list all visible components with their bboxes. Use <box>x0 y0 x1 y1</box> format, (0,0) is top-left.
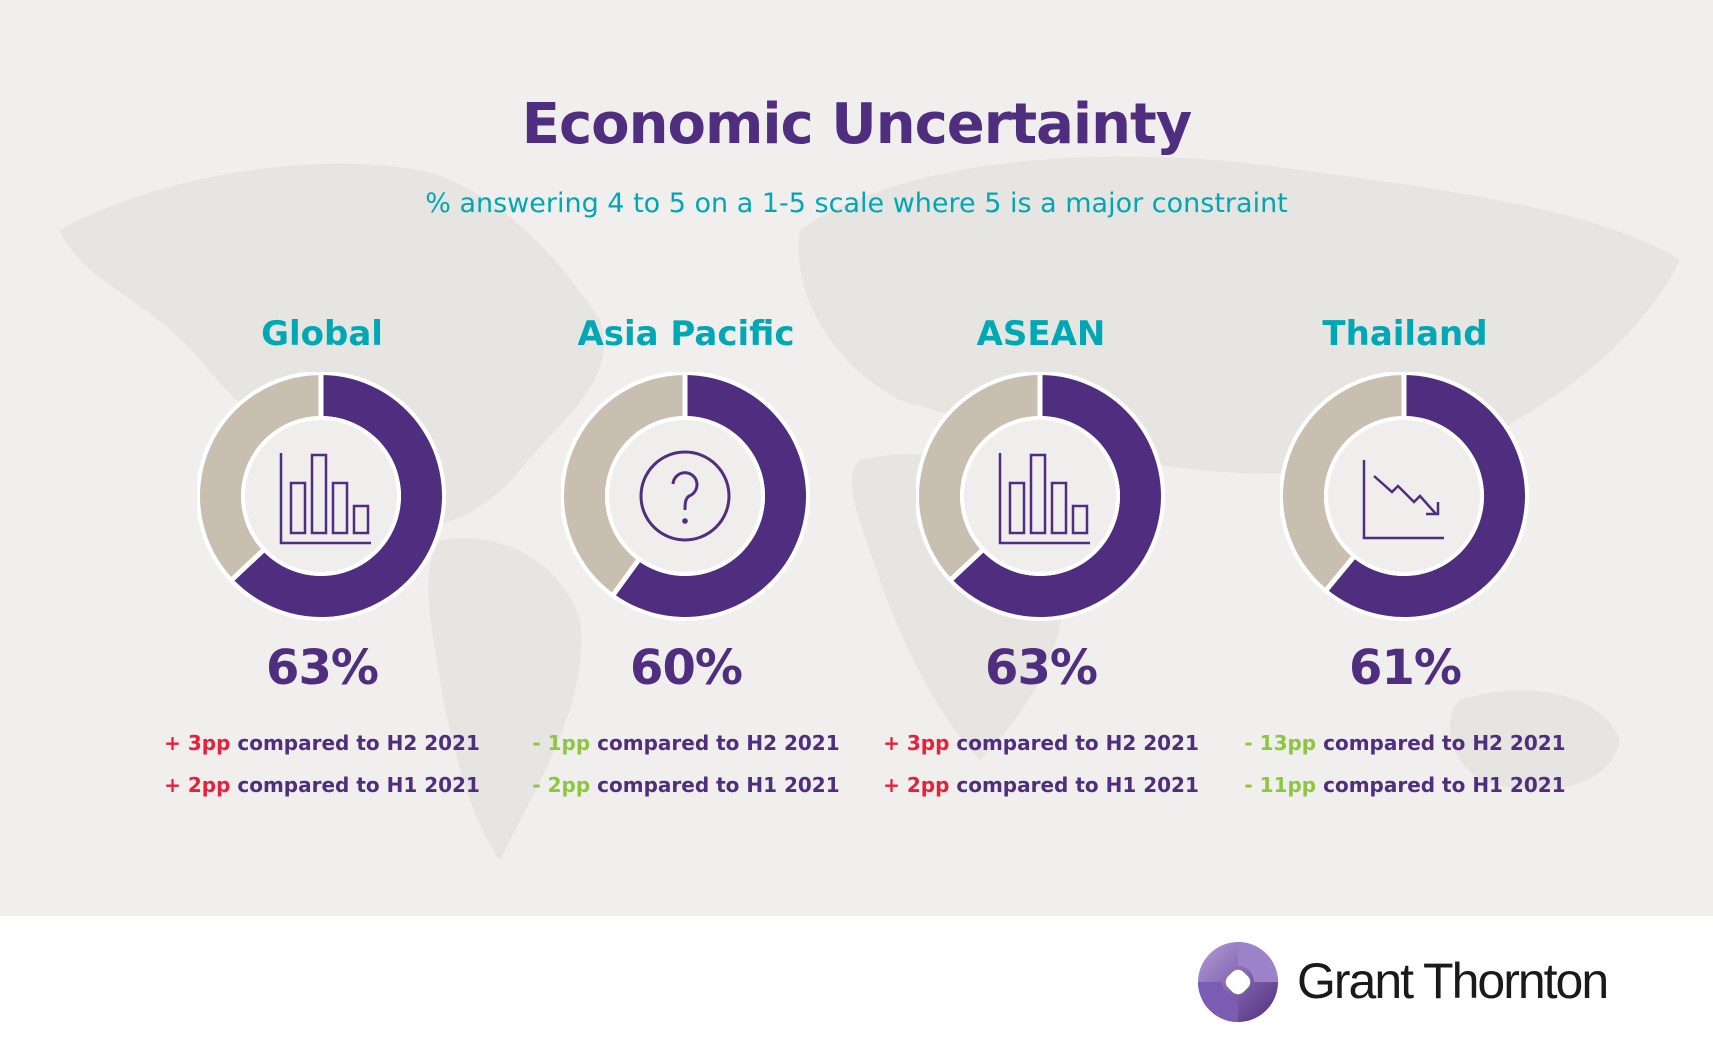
percent-label: 60% <box>630 640 743 696</box>
percent-label: 61% <box>1349 640 1462 696</box>
change-delta: + 3pp <box>883 731 950 755</box>
donut-chart <box>1280 372 1529 621</box>
donut-slice-value <box>951 375 1161 617</box>
region-name: Thailand <box>1322 314 1488 354</box>
region-name: Asia Pacific <box>577 314 795 354</box>
change-text: compared to H1 2021 <box>1323 773 1566 797</box>
question-icon <box>639 450 731 542</box>
donut-slice-remainder <box>1283 375 1404 590</box>
change-line: + 2pp compared to H1 2021 <box>841 773 1241 797</box>
region-name: Global <box>261 314 383 354</box>
change-delta: + 2pp <box>883 773 950 797</box>
change-text: compared to H2 2021 <box>956 731 1199 755</box>
change-line: - 11pp compared to H1 2021 <box>1205 773 1605 797</box>
change-line: - 2pp compared to H1 2021 <box>486 773 886 797</box>
donut-slice-remainder <box>200 375 321 579</box>
change-text: compared to H1 2021 <box>956 773 1199 797</box>
change-delta: + 2pp <box>164 773 231 797</box>
chart-subtitle: % answering 4 to 5 on a 1-5 scale where … <box>425 188 1288 219</box>
change-delta: - 11pp <box>1244 773 1317 797</box>
change-text: compared to H2 2021 <box>597 731 840 755</box>
change-delta: - 1pp <box>532 731 591 755</box>
change-line: + 3pp compared to H2 2021 <box>841 731 1241 755</box>
chart-title: Economic Uncertainty <box>521 92 1193 157</box>
brand-name: Grant Thornton <box>1297 953 1609 1009</box>
donut-slice-remainder <box>564 375 685 594</box>
change-text: compared to H2 2021 <box>1323 731 1566 755</box>
trend-down-icon <box>1362 460 1444 540</box>
change-line: - 1pp compared to H2 2021 <box>486 731 886 755</box>
percent-label: 63% <box>266 640 379 696</box>
change-delta: + 3pp <box>164 731 231 755</box>
change-delta: - 13pp <box>1244 731 1317 755</box>
change-line: + 3pp compared to H2 2021 <box>122 731 522 755</box>
change-line: + 2pp compared to H1 2021 <box>122 773 522 797</box>
percent-label: 63% <box>985 640 1098 696</box>
change-text: compared to H1 2021 <box>237 773 480 797</box>
change-delta: - 2pp <box>532 773 591 797</box>
footer <box>0 916 1713 1053</box>
change-line: - 13pp compared to H2 2021 <box>1205 731 1605 755</box>
donut-chart <box>197 372 446 621</box>
donut-slice-value <box>1326 375 1525 617</box>
change-text: compared to H2 2021 <box>237 731 480 755</box>
grant-thornton-logo-icon <box>1198 942 1278 1022</box>
region-name: ASEAN <box>976 314 1106 354</box>
change-text: compared to H1 2021 <box>597 773 840 797</box>
donut-chart <box>916 372 1165 621</box>
bar-chart-icon <box>998 453 1090 545</box>
donut-slice-value <box>232 375 442 617</box>
donut-slice-remainder <box>919 375 1040 579</box>
bar-chart-icon <box>279 453 371 545</box>
donut-chart <box>561 372 810 621</box>
donut-slice-value <box>613 375 806 617</box>
